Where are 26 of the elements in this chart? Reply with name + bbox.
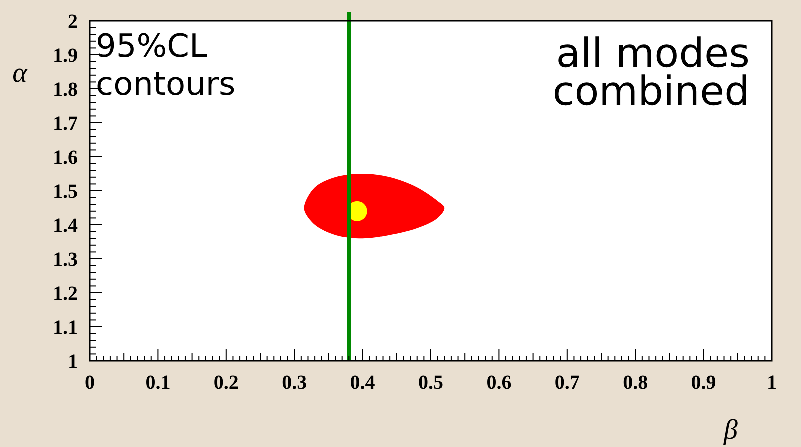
- x-tick-label: 0.1: [146, 372, 171, 394]
- x-tick-label: 0.3: [282, 372, 308, 394]
- x-tick-label: 0.4: [350, 372, 376, 394]
- y-tick-label: 2: [68, 11, 78, 33]
- x-tick-label: 0.6: [486, 372, 512, 394]
- annotation: all modes combined: [552, 31, 750, 115]
- y-tick-label: 1.3: [53, 249, 78, 271]
- annotation: 95%CL contours: [96, 27, 236, 103]
- x-tick-label: 0.2: [214, 372, 239, 394]
- x-tick-label: 0: [85, 372, 95, 394]
- y-tick-label: 1.5: [53, 181, 78, 203]
- y-tick-label: 1.2: [53, 283, 78, 305]
- y-tick-label: 1.7: [53, 113, 78, 135]
- y-tick-label: 1.6: [53, 147, 78, 169]
- y-tick-label: 1.9: [53, 45, 78, 67]
- y-tick-label: 1.1: [53, 317, 78, 339]
- y-axis-title: α: [12, 58, 29, 90]
- x-tick-label: 0.9: [691, 372, 716, 394]
- y-tick-label: 1: [68, 351, 78, 373]
- x-tick-label: 0.5: [418, 372, 444, 394]
- x-axis-title: β: [723, 415, 738, 446]
- x-tick-label: 0.7: [554, 372, 580, 394]
- y-tick-label: 1.8: [53, 79, 78, 101]
- x-tick-label: 1: [767, 372, 777, 394]
- x-tick-label: 0.8: [623, 372, 648, 394]
- y-tick-label: 1.4: [53, 215, 78, 237]
